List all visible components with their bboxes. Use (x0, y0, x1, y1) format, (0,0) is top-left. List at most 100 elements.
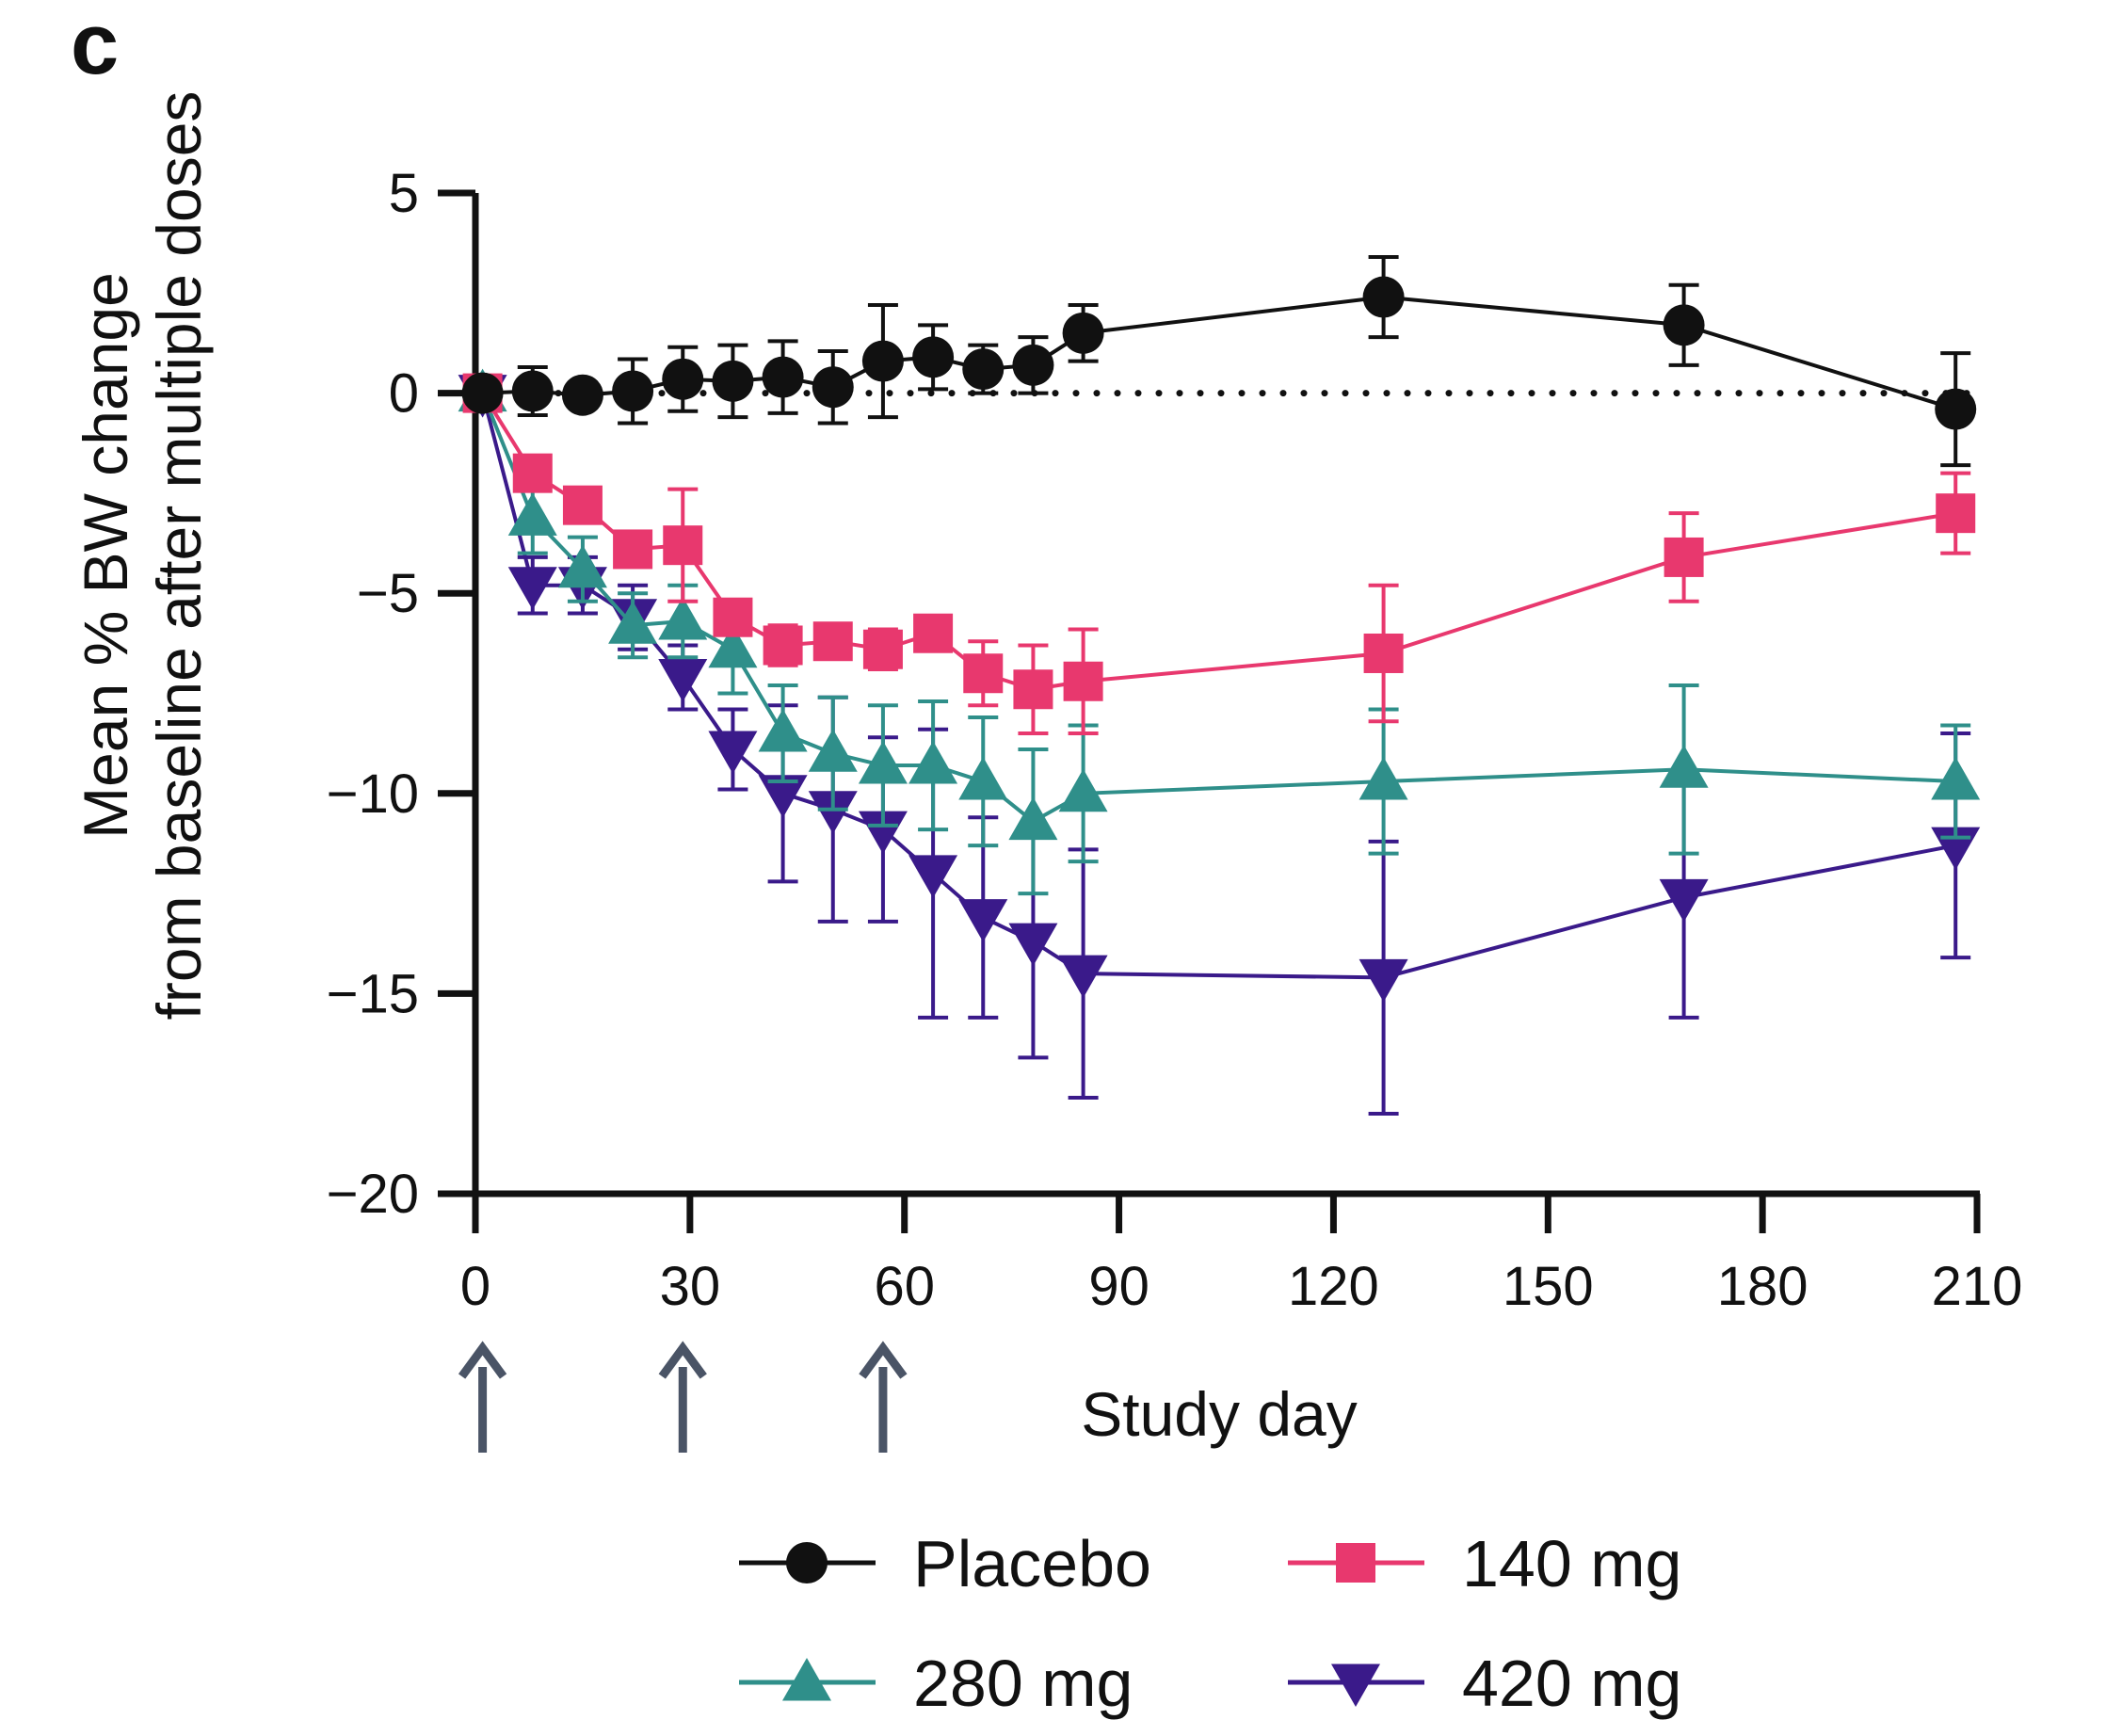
legend-label: 280 mg (913, 1647, 1133, 1720)
legend-label: 140 mg (1462, 1527, 1681, 1600)
legend-item-140-mg: 140 mg (1288, 1527, 1681, 1600)
data-point (712, 360, 754, 402)
data-point (507, 492, 557, 536)
legend-marker (786, 1542, 828, 1583)
legend-marker (782, 1658, 831, 1701)
series-placebo (461, 255, 1977, 468)
panel-label: c (71, 0, 119, 92)
legend-item-placebo: Placebo (739, 1527, 1151, 1600)
y-tick-label: 0 (389, 363, 419, 425)
data-point (858, 741, 908, 784)
plot-area: 5 0 −5 −10 −15 −20 0 30 60 90 120 150 180 210 (327, 163, 2023, 1317)
data-point (658, 596, 708, 640)
data-point (613, 529, 653, 570)
data-point (1363, 633, 1404, 673)
series-420-mg (458, 375, 1981, 1116)
data-point (662, 358, 704, 400)
data-point (861, 340, 904, 382)
data-point (908, 855, 958, 898)
data-point (1358, 958, 1408, 1003)
legend: Placebo 140 mg 280 mg 420 mg (739, 1527, 1681, 1720)
data-point (908, 741, 958, 784)
data-point (958, 899, 1008, 942)
legend-marker (1331, 1664, 1380, 1707)
series-line (480, 393, 1956, 980)
y-tick-label: 5 (389, 163, 419, 224)
data-point (1008, 923, 1058, 967)
dose-arrow (458, 1341, 507, 1453)
data-point (1063, 661, 1103, 701)
data-point (758, 775, 808, 818)
data-point (1931, 757, 1981, 800)
data-point (608, 601, 658, 644)
legend-label: Placebo (913, 1527, 1151, 1600)
data-point (1663, 304, 1705, 346)
legend-marker (1336, 1543, 1375, 1583)
data-point (511, 370, 554, 412)
data-point (963, 653, 1004, 694)
data-point (1013, 669, 1053, 710)
data-point (1058, 768, 1108, 812)
y-tick-label: −10 (327, 764, 419, 825)
x-tick-label: 30 (660, 1256, 721, 1317)
legend-item-420-mg: 420 mg (1288, 1647, 1681, 1720)
data-point (1058, 955, 1108, 999)
y-axis-title-line-1: Mean % BW change (71, 272, 140, 839)
legend-item-280-mg: 280 mg (739, 1647, 1133, 1720)
data-point (762, 356, 804, 398)
dose-arrow (859, 1341, 908, 1453)
data-point (763, 625, 803, 666)
data-point (812, 621, 853, 662)
data-point (1935, 388, 1977, 430)
data-point (1659, 745, 1709, 788)
data-point (658, 658, 708, 702)
data-point (507, 567, 557, 610)
x-tick-label: 150 (1503, 1256, 1594, 1317)
data-point (913, 613, 954, 653)
data-point (1664, 537, 1704, 577)
data-point (1062, 312, 1104, 354)
data-point (1362, 276, 1405, 318)
x-tick-label: 210 (1932, 1256, 2023, 1317)
series-line (480, 392, 1956, 692)
data-point (512, 453, 553, 493)
data-point (461, 372, 504, 414)
dose-arrows (458, 1341, 908, 1453)
data-point (812, 366, 854, 409)
dose-arrow-head (658, 1341, 707, 1379)
legend-label: 420 mg (1462, 1647, 1681, 1720)
data-point (1358, 757, 1408, 800)
data-point (1936, 493, 1976, 534)
series-line (480, 392, 1956, 824)
data-point (561, 374, 603, 416)
data-point (758, 709, 808, 752)
x-axis-title: Study day (1081, 1379, 1358, 1449)
data-point (612, 370, 654, 412)
data-point (708, 624, 758, 668)
data-point (858, 811, 908, 855)
data-point (713, 597, 753, 637)
x-tick-label: 120 (1288, 1256, 1379, 1317)
series-140-mg (462, 373, 1976, 736)
data-point (708, 731, 758, 775)
data-point (557, 544, 607, 588)
dose-arrow-head (859, 1341, 908, 1379)
data-point (562, 485, 603, 525)
y-tick-label: −20 (327, 1164, 419, 1225)
data-point (1008, 796, 1058, 841)
data-point (808, 729, 858, 772)
x-tick-label: 90 (1088, 1256, 1149, 1317)
data-point (808, 791, 858, 834)
x-tick-label: 180 (1717, 1256, 1809, 1317)
data-point (1012, 344, 1054, 386)
y-axis-title: Mean % BW change from baseline after mul… (71, 91, 214, 1021)
x-tick-label: 60 (874, 1256, 935, 1317)
y-tick-label: −15 (327, 963, 419, 1024)
y-axis-title-line-2: from baseline after multiple doses (144, 91, 214, 1021)
data-point (912, 336, 955, 378)
y-tick-label: −5 (357, 563, 419, 624)
dose-arrow (658, 1341, 707, 1453)
dose-arrow-head (458, 1341, 507, 1379)
data-point (962, 348, 1005, 391)
